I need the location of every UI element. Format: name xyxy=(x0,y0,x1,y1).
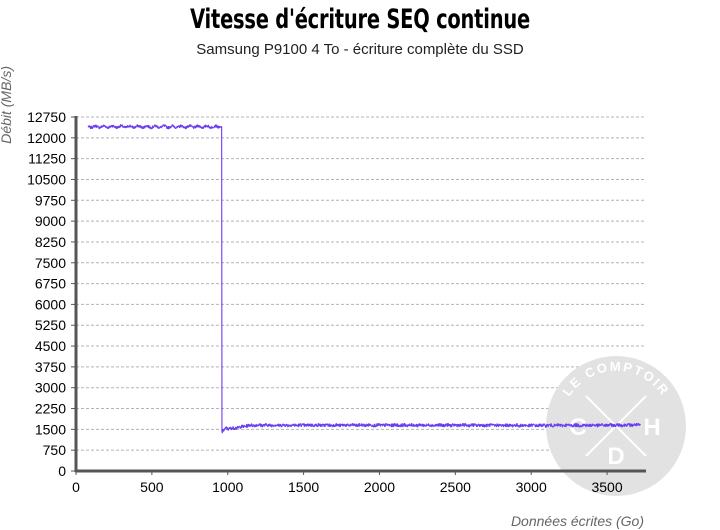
x-tick-label: 3500 xyxy=(591,479,622,495)
x-tick-label: 1500 xyxy=(288,479,319,495)
x-tick-label: 2000 xyxy=(364,479,395,495)
y-tick-label: 0 xyxy=(58,463,66,479)
y-tick-label: 5250 xyxy=(35,317,66,333)
watermark-letter: C xyxy=(569,414,586,441)
y-tick-label: 3000 xyxy=(35,380,66,396)
series-line xyxy=(87,124,641,434)
y-tick-label: 2250 xyxy=(35,401,66,417)
y-tick-label: 1500 xyxy=(35,421,66,437)
y-tick-label: 9750 xyxy=(35,192,66,208)
y-tick-label: 10500 xyxy=(27,171,66,187)
axes xyxy=(71,116,646,475)
watermark-letter: H xyxy=(643,414,660,441)
y-tick-label: 4500 xyxy=(35,338,66,354)
series-layer xyxy=(87,124,641,434)
y-tick-label: 12000 xyxy=(27,130,66,146)
y-tick-label: 3750 xyxy=(35,359,66,375)
x-tick-label: 1000 xyxy=(212,479,243,495)
x-tick-label: 0 xyxy=(72,479,80,495)
y-axis-title: Débit (MB/s) xyxy=(0,66,14,144)
y-tick-label: 7500 xyxy=(35,255,66,271)
y-tick-label: 9000 xyxy=(35,213,66,229)
chart-title: Vitesse d'écriture SEQ continue xyxy=(190,4,530,35)
x-tick-label: 3000 xyxy=(516,479,547,495)
chart-subtitle: Samsung P9100 4 To - écriture complète d… xyxy=(196,41,524,58)
x-tick-label: 2500 xyxy=(440,479,471,495)
x-tick-label: 500 xyxy=(140,479,164,495)
x-axis-title: Données écrites (Go) xyxy=(511,513,644,529)
y-tick-label: 8250 xyxy=(35,234,66,250)
y-tick-label: 750 xyxy=(43,442,67,458)
watermark-letter: D xyxy=(607,443,624,470)
y-tick-label: 11250 xyxy=(28,151,66,167)
tick-labels: 0 750 1500 2250 3000 3750 4500 5250 6000 6750 7500… xyxy=(27,109,623,495)
y-tick-label: 12750 xyxy=(27,109,66,125)
y-tick-label: 6750 xyxy=(35,276,66,292)
y-tick-label: 6000 xyxy=(35,296,66,312)
